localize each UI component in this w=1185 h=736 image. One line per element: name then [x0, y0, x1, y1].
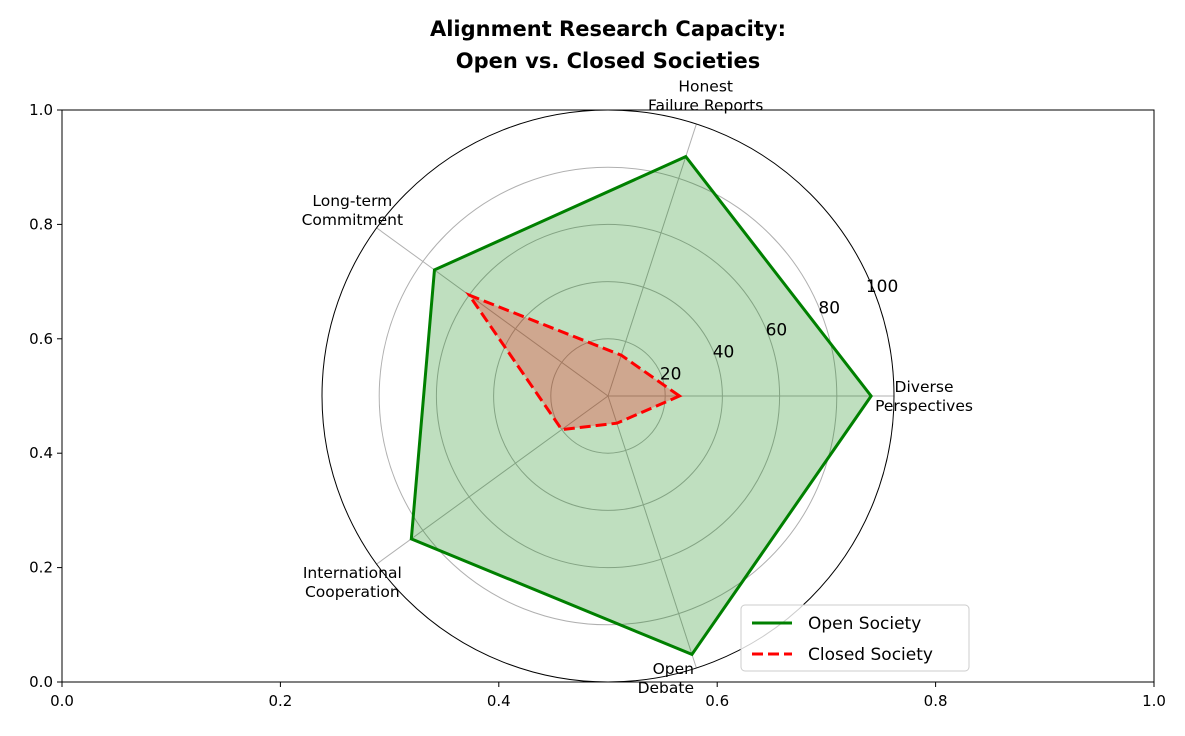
x-tick-label: 0.8 — [924, 692, 948, 710]
legend-label: Open Society — [808, 614, 921, 634]
y-tick-label: 0.6 — [29, 330, 53, 348]
y-tick-label: 0.0 — [29, 673, 53, 691]
angular-gridline — [376, 227, 609, 397]
x-tick-label: 0.0 — [50, 692, 74, 710]
category-label-line: Failure Reports — [648, 96, 763, 114]
category-label-line: Debate — [638, 679, 694, 697]
y-tick-label: 0.4 — [29, 444, 53, 462]
radial-tick-label: 60 — [766, 321, 788, 341]
x-tick-label: 0.6 — [705, 692, 729, 710]
angular-gridline — [607, 123, 697, 397]
polar-axes: 20 40 60 80 100 Diverse Perspectives Honest Fail… — [302, 77, 973, 697]
angular-gridline — [607, 395, 697, 669]
radial-tick-label: 80 — [818, 299, 840, 319]
radial-tick-label: 40 — [713, 342, 735, 362]
category-label: Open Debate — [638, 660, 694, 697]
angular-gridline — [376, 395, 609, 565]
category-label-line: Diverse — [895, 378, 954, 396]
series-line-1 — [465, 291, 683, 432]
chart-title-line-1: Alignment Research Capacity: — [430, 17, 786, 41]
y-tick-label: 1.0 — [29, 101, 53, 119]
legend-label: Closed Society — [808, 645, 933, 665]
category-label-line: Perspectives — [875, 397, 973, 415]
category-label-line: Open — [653, 660, 694, 678]
category-label-line: Long-term — [312, 192, 392, 210]
category-label: International Cooperation — [303, 564, 402, 601]
legend-box — [740, 604, 970, 672]
category-label-line: Cooperation — [305, 583, 400, 601]
y-tick-label: 0.8 — [29, 215, 53, 233]
x-tick-label: 0.2 — [268, 692, 292, 710]
category-label-line: Honest — [678, 77, 733, 95]
category-label: Diverse Perspectives — [875, 378, 973, 415]
x-tick-label: 1.0 — [1142, 692, 1166, 710]
radial-tick-label: 100 — [866, 277, 898, 297]
chart-title-line-2: Open vs. Closed Societies — [456, 49, 760, 73]
x-tick-label: 0.4 — [487, 692, 511, 710]
category-label-line: International — [303, 564, 402, 582]
category-label-line: Commitment — [302, 211, 403, 229]
series-line-0 — [409, 154, 873, 657]
radial-tick-label: 20 — [660, 364, 682, 384]
series-fill-1 — [469, 295, 680, 430]
category-label: Long-term Commitment — [302, 192, 403, 229]
legend: Open Society Closed Society — [740, 604, 970, 672]
category-label: Honest Failure Reports — [648, 77, 763, 114]
series-fill-0 — [411, 156, 872, 655]
y-tick-label: 0.2 — [29, 559, 53, 577]
polar-outline — [321, 109, 895, 683]
